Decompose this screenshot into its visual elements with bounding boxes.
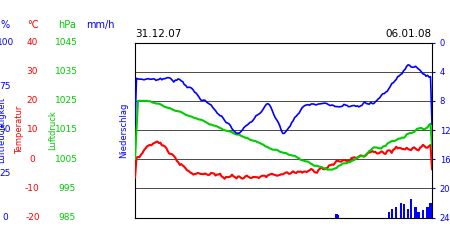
Text: -20: -20	[25, 213, 40, 222]
Text: 1035: 1035	[55, 67, 78, 76]
Text: 0: 0	[3, 213, 8, 222]
Bar	[429, 203, 432, 218]
Text: 995: 995	[58, 184, 75, 193]
Text: Luftdruck: Luftdruck	[49, 110, 58, 150]
Text: 10: 10	[27, 126, 38, 134]
Bar	[410, 199, 412, 218]
Text: hPa: hPa	[58, 20, 76, 30]
Text: 50: 50	[0, 126, 11, 134]
Bar	[335, 214, 338, 218]
Text: 30: 30	[27, 67, 38, 76]
Text: Luftfeuchtigkeit: Luftfeuchtigkeit	[0, 97, 6, 163]
Bar	[395, 206, 397, 218]
Text: 1015: 1015	[55, 126, 78, 134]
Text: 100: 100	[0, 38, 14, 47]
Bar	[337, 215, 339, 218]
Bar	[427, 206, 429, 218]
Text: 75: 75	[0, 82, 11, 91]
Text: 40: 40	[27, 38, 38, 47]
Bar	[414, 206, 417, 218]
Text: -10: -10	[25, 184, 40, 193]
Bar	[402, 204, 405, 218]
Text: mm/h: mm/h	[86, 20, 114, 30]
Text: 25: 25	[0, 169, 11, 178]
Text: %: %	[1, 20, 10, 30]
Text: 06.01.08: 06.01.08	[386, 29, 432, 39]
Text: 1005: 1005	[55, 155, 78, 164]
Text: 1025: 1025	[55, 96, 78, 105]
Bar	[407, 209, 409, 218]
Text: 1045: 1045	[55, 38, 78, 47]
Text: Niederschlag: Niederschlag	[119, 102, 128, 158]
Text: 985: 985	[58, 213, 75, 222]
Text: 20: 20	[27, 96, 38, 105]
Text: °C: °C	[27, 20, 38, 30]
Bar	[391, 209, 393, 218]
Bar	[387, 212, 390, 218]
Text: 0: 0	[30, 155, 35, 164]
Text: Temperatur: Temperatur	[15, 106, 24, 154]
Bar	[418, 212, 420, 218]
Bar	[400, 203, 402, 218]
Text: 31.12.07: 31.12.07	[135, 29, 181, 39]
Bar	[422, 210, 424, 218]
Bar	[431, 209, 433, 218]
